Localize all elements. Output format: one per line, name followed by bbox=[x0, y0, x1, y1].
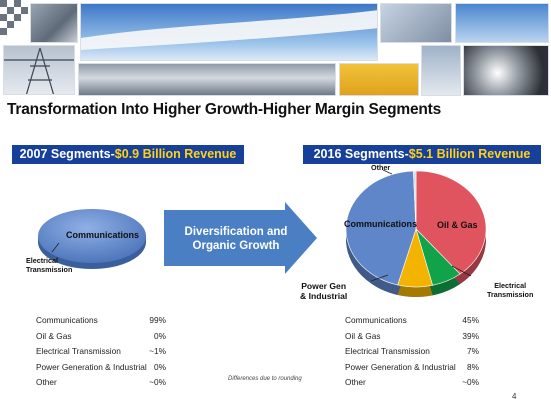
left-label-electrical-line-1: Electrical bbox=[26, 256, 58, 265]
left-table-row: Electrical Transmission ~1% bbox=[36, 346, 166, 358]
segment-share: 0% bbox=[154, 330, 166, 341]
segment-share: 0% bbox=[154, 361, 166, 372]
segment-share: ~0% bbox=[462, 377, 479, 387]
photo-tower bbox=[3, 45, 75, 95]
right-label-other: Other bbox=[371, 163, 391, 172]
segment-name: Other bbox=[345, 377, 366, 387]
photo-turbine bbox=[80, 3, 378, 61]
left-table-row: Communications 99% bbox=[36, 315, 166, 327]
right-label-power-line-2: & Industrial bbox=[300, 291, 348, 301]
right-header-highlight: $5.1 Billion Revenue bbox=[408, 147, 531, 161]
right-label-electrical-line-1: Electrical bbox=[494, 281, 527, 290]
left-label-electrical: Electrical Transmission bbox=[26, 256, 73, 274]
right-slice-communications bbox=[345, 170, 417, 286]
right-header-prefix: 2016 Segments- bbox=[313, 147, 409, 161]
left-table-row: Power Generation & Industrial 0% bbox=[36, 362, 166, 374]
right-table-row: Communications 45% bbox=[345, 315, 479, 327]
page-number: 4 bbox=[512, 392, 517, 401]
segment-share: 99% bbox=[149, 315, 166, 325]
left-pie bbox=[38, 209, 146, 269]
segment-name: Oil & Gas bbox=[36, 330, 72, 341]
segment-name: Oil & Gas bbox=[345, 330, 381, 341]
right-slice-oil-gas bbox=[415, 170, 487, 275]
page-title: Transformation Into Higher Growth-Higher… bbox=[7, 101, 442, 118]
segment-name: Power Generation & Industrial bbox=[345, 361, 456, 372]
arrow-text-line-1: Diversification and bbox=[184, 226, 288, 238]
left-header-highlight: $0.9 Billion Revenue bbox=[114, 147, 237, 161]
right-label-communications: Communications bbox=[344, 219, 418, 229]
arrow-text: Diversification and Organic Growth bbox=[176, 225, 296, 253]
right-label-power-line-1: Power Gen bbox=[301, 281, 347, 291]
segment-share: 39% bbox=[462, 330, 479, 341]
photo-sky-worker bbox=[455, 3, 549, 43]
left-table-row: Oil & Gas 0% bbox=[36, 331, 166, 343]
right-table-row: Oil & Gas 39% bbox=[345, 331, 479, 343]
right-slice-other bbox=[413, 170, 417, 230]
segment-name: Electrical Transmission bbox=[345, 346, 430, 356]
checker-logo bbox=[0, 0, 28, 35]
right-segment-header: 2016 Segments-$5.1 Billion Revenue bbox=[303, 145, 541, 164]
photo-pipes bbox=[78, 63, 336, 96]
left-table-row: Other ~0% bbox=[36, 377, 166, 389]
photo-banner bbox=[0, 0, 551, 98]
right-label-electrical-line-2: Transmission bbox=[487, 289, 534, 299]
left-label-electrical-line-2: Transmission bbox=[26, 264, 73, 274]
segment-share: 8% bbox=[467, 361, 479, 372]
segment-name: Electrical Transmission bbox=[36, 346, 121, 356]
photo-meter bbox=[30, 3, 78, 43]
arrow-text-line-2: Organic Growth bbox=[192, 240, 280, 252]
right-pie bbox=[345, 170, 487, 297]
photo-workers bbox=[380, 3, 452, 43]
growth-arrow bbox=[164, 202, 317, 274]
left-label-communications: Communications bbox=[66, 230, 140, 240]
segment-name: Power Generation & Industrial bbox=[36, 361, 147, 372]
segment-name: Communications bbox=[36, 315, 98, 325]
segment-name: Other bbox=[36, 377, 57, 387]
right-table-row: Power Generation & Industrial 8% bbox=[345, 362, 479, 374]
segment-share: ~1% bbox=[149, 346, 166, 356]
photo-truck bbox=[421, 45, 461, 96]
left-slice-communications bbox=[38, 209, 146, 263]
right-segment-table: Communications 45% Oil & Gas 39% Electrical … bbox=[345, 315, 479, 395]
rounding-note: Differences due to rounding bbox=[228, 376, 302, 382]
left-segment-header: 2007 Segments-$0.9 Billion Revenue bbox=[12, 145, 244, 164]
photo-welder bbox=[463, 45, 549, 96]
left-header-prefix: 2007 Segments- bbox=[19, 147, 115, 161]
right-table-row: Electrical Transmission 7% bbox=[345, 346, 479, 358]
right-table-row: Other ~0% bbox=[345, 377, 479, 389]
segment-name: Communications bbox=[345, 315, 407, 325]
segment-share: ~0% bbox=[149, 377, 166, 387]
segment-share: 45% bbox=[462, 315, 479, 325]
right-label-electrical: Electrical Transmission bbox=[487, 281, 534, 299]
left-segment-table: Communications 99% Oil & Gas 0% Electrical T… bbox=[36, 315, 166, 395]
photo-cell-tower bbox=[339, 63, 419, 96]
right-label-power: Power Gen & Industrial bbox=[300, 281, 347, 301]
segment-share: 7% bbox=[467, 346, 479, 356]
right-label-oil-gas: Oil & Gas bbox=[437, 220, 478, 230]
